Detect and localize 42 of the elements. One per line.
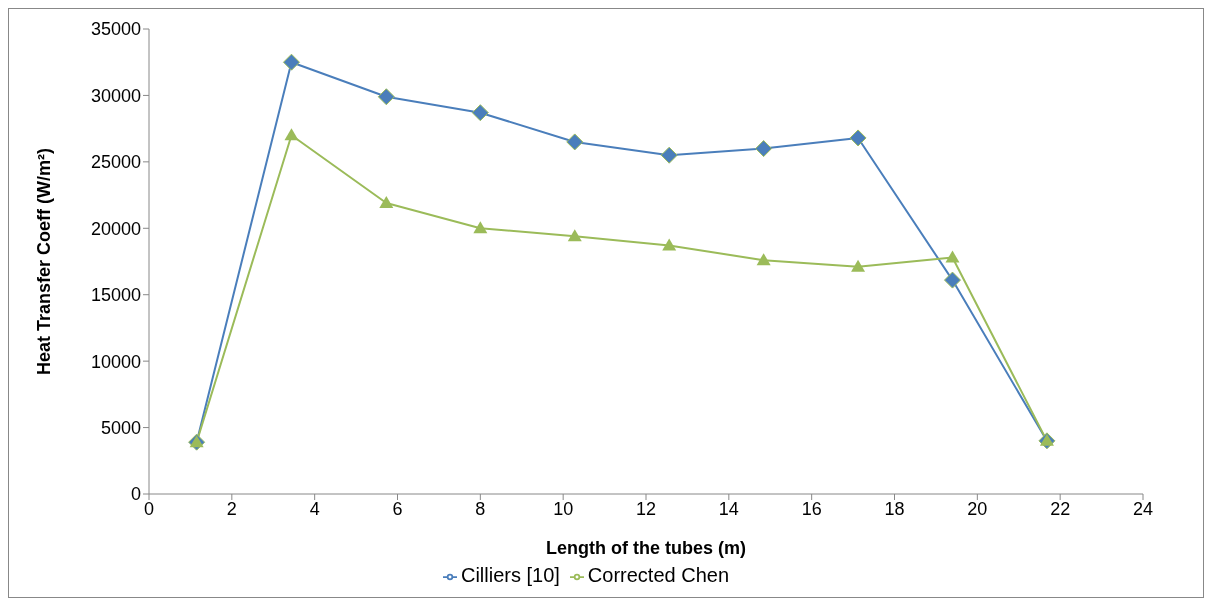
y-tick-label: 5000 xyxy=(100,417,141,438)
point xyxy=(943,271,961,289)
point xyxy=(945,250,960,263)
x-tick-label: 20 xyxy=(967,498,988,519)
point xyxy=(755,140,773,158)
point xyxy=(284,128,299,141)
point xyxy=(471,104,489,122)
legend-label: Corrected Chen xyxy=(587,564,730,586)
y-axis-title: Heat Transfer Coeff (W/m²) xyxy=(34,147,55,376)
point xyxy=(849,129,867,147)
point xyxy=(282,53,300,71)
point xyxy=(756,253,771,266)
point xyxy=(567,229,582,242)
x-tick-label: 12 xyxy=(635,498,657,519)
x-tick-label: 2 xyxy=(226,498,237,519)
x-tick-label: 0 xyxy=(143,498,155,519)
x-tick-label: 10 xyxy=(553,498,574,519)
y-tick-label: 35000 xyxy=(90,19,141,40)
x-tick-label: 24 xyxy=(1132,498,1154,519)
point xyxy=(377,88,395,106)
point xyxy=(473,221,488,234)
point xyxy=(660,146,678,164)
point xyxy=(662,238,677,251)
x-tick-label: 18 xyxy=(884,498,905,519)
x-tick-label: 4 xyxy=(309,498,320,519)
x-tick-label: 8 xyxy=(475,498,486,519)
point xyxy=(566,133,584,151)
point xyxy=(851,259,866,272)
x-tick-label: 6 xyxy=(392,498,403,519)
x-axis-title: Length of the tubes (m) xyxy=(546,538,746,558)
x-tick-label: 22 xyxy=(1050,498,1071,519)
y-tick-label: 0 xyxy=(130,484,141,505)
legend-label: Cilliers [10] xyxy=(460,564,560,586)
y-tick-label: 25000 xyxy=(90,152,141,173)
y-tick-label: 10000 xyxy=(90,351,141,372)
y-tick-label: 20000 xyxy=(90,218,141,239)
point xyxy=(379,196,394,209)
point xyxy=(1039,433,1054,446)
y-tick-label: 30000 xyxy=(90,85,141,106)
x-tick-label: 14 xyxy=(718,498,739,519)
y-tick-label: 15000 xyxy=(90,285,141,306)
x-tick-label: 16 xyxy=(801,498,822,519)
